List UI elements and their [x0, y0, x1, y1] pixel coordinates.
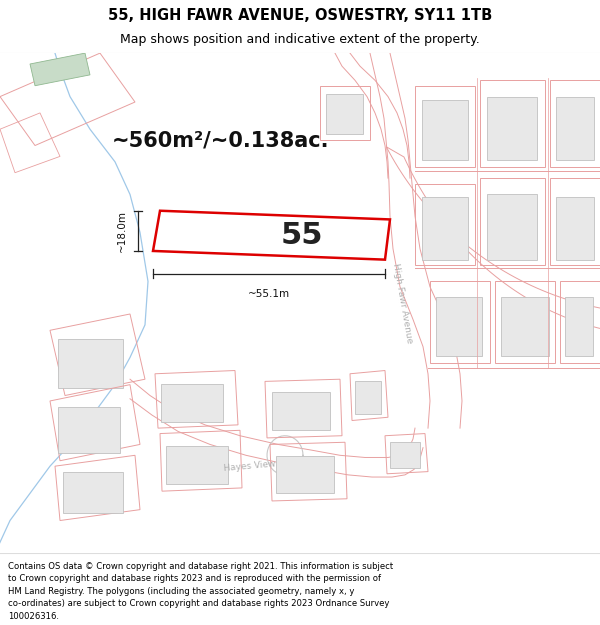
Text: ~18.0m: ~18.0m: [117, 210, 127, 252]
Polygon shape: [30, 53, 90, 86]
Text: 100026316.: 100026316.: [8, 612, 59, 621]
Bar: [58, 339, 123, 388]
Bar: [422, 100, 468, 159]
Bar: [436, 297, 482, 356]
Bar: [272, 392, 330, 430]
Bar: [422, 197, 468, 259]
Bar: [390, 442, 420, 468]
Bar: [161, 384, 223, 422]
Text: co-ordinates) are subject to Crown copyright and database rights 2023 Ordnance S: co-ordinates) are subject to Crown copyr…: [8, 599, 389, 609]
Bar: [556, 197, 594, 259]
Bar: [355, 381, 381, 414]
Text: ~55.1m: ~55.1m: [248, 289, 290, 299]
Bar: [276, 456, 334, 493]
Bar: [487, 194, 537, 259]
Bar: [326, 94, 363, 134]
Text: 55: 55: [281, 221, 323, 250]
Text: HM Land Registry. The polygons (including the associated geometry, namely x, y: HM Land Registry. The polygons (includin…: [8, 587, 354, 596]
Bar: [63, 472, 123, 513]
Bar: [487, 97, 537, 159]
Bar: [565, 297, 593, 356]
Bar: [556, 97, 594, 159]
Text: High Fawr Avenue: High Fawr Avenue: [391, 262, 413, 344]
Text: Map shows position and indicative extent of the property.: Map shows position and indicative extent…: [120, 33, 480, 46]
Text: Hayes View: Hayes View: [224, 459, 277, 473]
Text: ~560m²/~0.138ac.: ~560m²/~0.138ac.: [111, 130, 329, 150]
Bar: [58, 408, 120, 453]
Bar: [166, 446, 228, 484]
Text: to Crown copyright and database rights 2023 and is reproduced with the permissio: to Crown copyright and database rights 2…: [8, 574, 381, 583]
Text: 55, HIGH FAWR AVENUE, OSWESTRY, SY11 1TB: 55, HIGH FAWR AVENUE, OSWESTRY, SY11 1TB: [108, 8, 492, 23]
Bar: [501, 297, 549, 356]
Text: Contains OS data © Crown copyright and database right 2021. This information is : Contains OS data © Crown copyright and d…: [8, 562, 393, 571]
